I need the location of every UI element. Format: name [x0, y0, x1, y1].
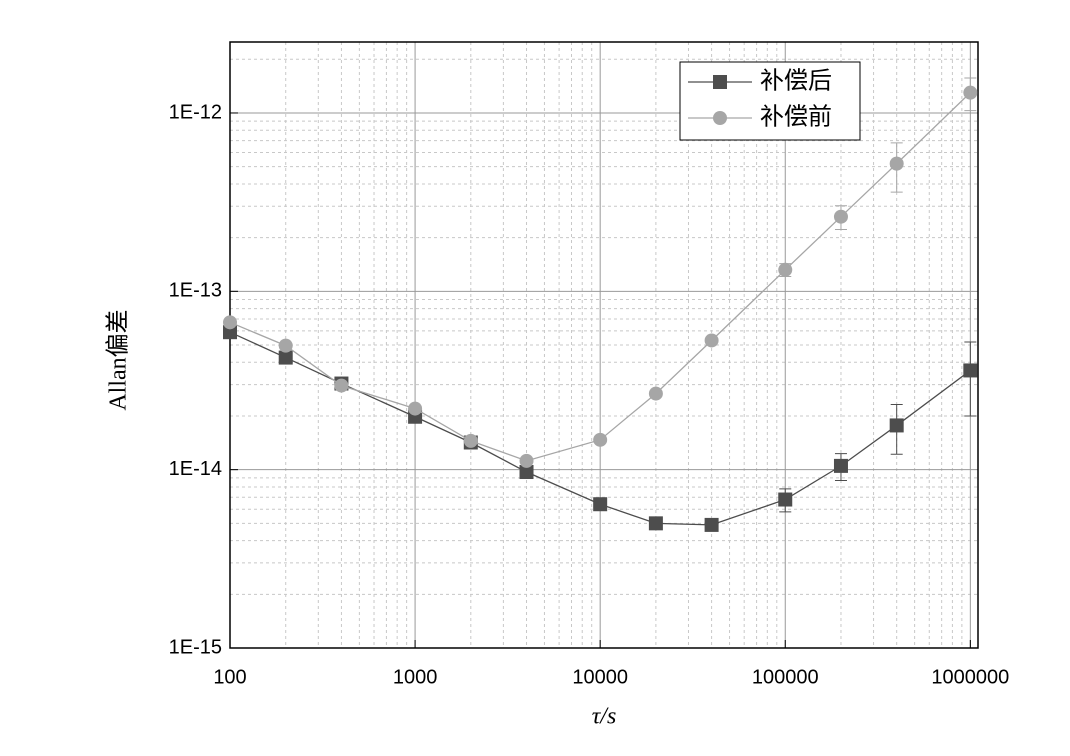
marker [593, 497, 608, 512]
marker [778, 492, 793, 507]
marker [778, 262, 793, 277]
marker [833, 458, 848, 473]
marker [648, 516, 663, 531]
marker [648, 386, 663, 401]
marker [704, 333, 719, 348]
marker [704, 517, 719, 532]
marker [963, 363, 978, 378]
legend-marker [713, 75, 727, 89]
legend-label: 补偿后 [760, 67, 832, 94]
marker [408, 401, 423, 416]
legend-box [679, 61, 861, 141]
error-bar [964, 341, 977, 417]
x-tick-label: 100000 [752, 666, 819, 688]
marker [889, 156, 904, 171]
x-tick-label: 10000 [572, 666, 628, 688]
plot-frame [229, 41, 979, 649]
marker [593, 432, 608, 447]
x-tick-label: 100 [213, 666, 246, 688]
y-tick-label: 1E-15 [169, 636, 222, 658]
x-tick-label: 1000 [393, 666, 438, 688]
marker [833, 209, 848, 224]
marker [519, 465, 534, 480]
marker [334, 378, 349, 393]
y-tick-label: 1E-12 [169, 101, 222, 123]
marker [463, 433, 478, 448]
marker [519, 453, 534, 468]
marker [278, 350, 293, 365]
legend-marker [713, 111, 727, 125]
marker [223, 325, 237, 340]
y-axis-title: Allan偏差 [105, 309, 132, 410]
marker [223, 315, 237, 330]
y-tick-label: 1E-14 [169, 458, 222, 480]
y-tick-label: 1E-13 [169, 280, 222, 302]
marker [889, 418, 904, 433]
marker [963, 85, 978, 100]
marker [278, 338, 293, 353]
x-tick-label: 1000000 [931, 666, 1009, 688]
legend-label: 补偿前 [760, 103, 832, 130]
x-axis-title: τ/s [592, 704, 617, 730]
